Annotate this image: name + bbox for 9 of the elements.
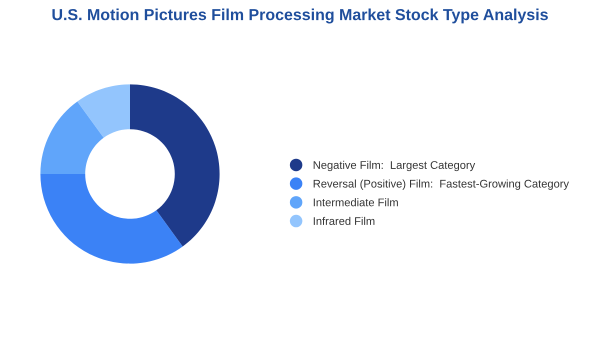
donut-slice	[77, 84, 130, 138]
legend-label: Reversal (Positive) Film: Fastest-Growing Category	[314, 179, 569, 190]
donut-slice	[40, 174, 183, 264]
donut-slice	[40, 102, 104, 174]
chart-title: U.S. Motion Pictures Film Processing Market Stock Type Analysis	[52, 8, 548, 24]
legend-label: Negative Film: Largest Category	[314, 160, 476, 172]
legend-label: Intermediate Film	[314, 198, 398, 206]
legend-label: Infrared Film	[314, 216, 374, 226]
donut-slice	[130, 84, 220, 246]
